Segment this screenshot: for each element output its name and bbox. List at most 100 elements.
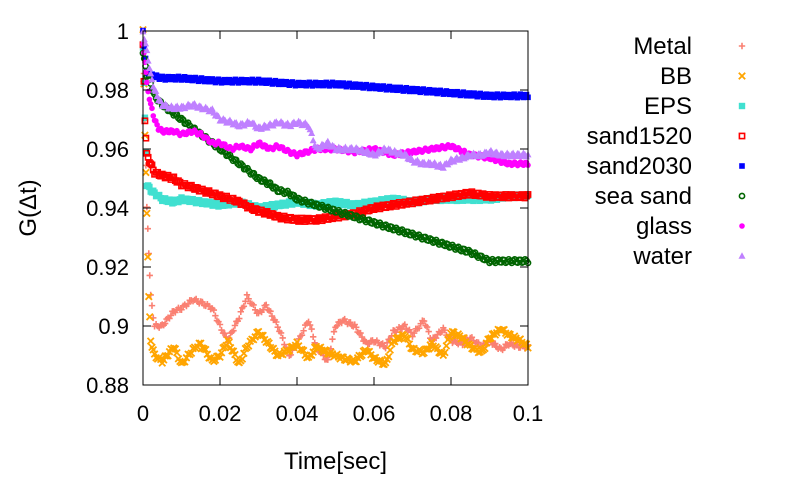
data-point-bb xyxy=(293,338,301,346)
x-tick-label: 0 xyxy=(137,401,149,426)
data-point-water xyxy=(144,57,152,64)
data-point-water xyxy=(142,39,150,47)
legend-marker-glass xyxy=(739,223,745,229)
data-point-water xyxy=(439,164,447,171)
data-point-metal xyxy=(492,340,499,347)
data-point-metal xyxy=(252,306,259,314)
data-point-metal xyxy=(267,308,274,315)
data-point-metal xyxy=(415,324,423,332)
data-point-metal xyxy=(230,327,237,334)
x-tick-label: 0.04 xyxy=(276,401,319,426)
data-point-water xyxy=(152,87,160,94)
data-point-bb xyxy=(384,352,393,361)
data-point-sand1520 xyxy=(523,192,530,200)
legend-marker-eps xyxy=(738,102,746,110)
data-point-metal xyxy=(184,300,192,308)
data-point-bb xyxy=(146,337,155,345)
data-point-metal xyxy=(216,321,224,328)
data-point-metal xyxy=(273,318,280,326)
series-metal xyxy=(139,27,532,363)
data-point-sand1520 xyxy=(147,160,155,168)
data-point-metal xyxy=(500,344,508,352)
data-point-metal xyxy=(146,272,153,279)
data-point-metal xyxy=(231,322,239,329)
x-tick-label: 0.08 xyxy=(430,401,473,426)
data-point-bb xyxy=(164,351,172,360)
data-point-metal xyxy=(277,329,285,337)
data-point-metal xyxy=(178,306,185,313)
x-axis-label: Time[sec] xyxy=(284,448,387,475)
x-tick-label: 0.02 xyxy=(199,401,242,426)
data-point-bb xyxy=(225,338,233,346)
data-point-metal xyxy=(263,301,270,309)
data-point-water xyxy=(153,92,161,100)
data-point-bb xyxy=(145,313,154,321)
data-point-sand2030 xyxy=(142,55,149,62)
legend-label-glass: glass xyxy=(636,213,692,240)
data-point-metal xyxy=(308,325,315,333)
data-point-water xyxy=(140,35,148,43)
data-point-metal xyxy=(441,326,449,334)
legend-label-metal: Metal xyxy=(633,33,692,60)
data-point-glass xyxy=(154,121,160,128)
series-sand2030 xyxy=(140,27,531,101)
data-point-water xyxy=(309,136,317,144)
data-point-metal xyxy=(432,334,440,342)
y-tick-label: 0.9 xyxy=(98,314,129,339)
data-point-bb xyxy=(259,331,267,340)
data-point-metal xyxy=(420,317,428,325)
data-point-metal xyxy=(243,291,251,298)
data-point-metal xyxy=(329,336,336,343)
data-point-metal xyxy=(237,308,244,315)
legend: Metal BB EPS sand1520 sand2030 sea sand glass w… xyxy=(587,33,746,270)
data-point-bb xyxy=(441,348,449,357)
data-point-metal xyxy=(309,333,317,341)
data-point-metal xyxy=(221,330,228,337)
data-point-bb xyxy=(144,292,153,301)
data-point-metal xyxy=(358,333,366,341)
y-tick-label: 0.92 xyxy=(86,255,129,280)
data-point-water xyxy=(145,64,153,71)
data-point-bb xyxy=(231,350,239,359)
data-point-metal xyxy=(250,301,257,309)
series-sand1520 xyxy=(139,41,532,225)
legend-marker-metal xyxy=(738,42,746,50)
data-point-metal xyxy=(410,329,418,337)
data-point-bb xyxy=(481,344,489,353)
data-point-bb xyxy=(143,253,152,261)
axis-ticks: 0 0.02 0.04 0.06 0.08 0.1 0.88 0.9 0.92 0.94 0.96 0… xyxy=(86,19,543,426)
data-point-metal xyxy=(236,315,243,322)
data-point-metal xyxy=(330,328,338,335)
data-point-water xyxy=(143,46,151,54)
data-point-sand1520 xyxy=(142,134,150,142)
data-point-water xyxy=(147,69,155,77)
data-point-metal xyxy=(423,323,431,331)
data-point-bb xyxy=(217,348,226,357)
data-point-metal xyxy=(167,312,175,319)
legend-marker-sand1520 xyxy=(738,132,746,140)
data-point-metal xyxy=(268,312,276,320)
data-point-metal xyxy=(425,328,432,335)
data-point-metal xyxy=(144,225,152,232)
data-point-water xyxy=(308,129,316,136)
data-point-metal xyxy=(333,322,341,330)
data-point-glass xyxy=(150,113,157,119)
data-point-sea-sand xyxy=(250,169,258,177)
data-point-eps xyxy=(146,183,153,191)
data-point-eps xyxy=(140,79,148,86)
data-point-metal xyxy=(324,356,331,363)
data-point-bb xyxy=(386,346,395,354)
legend-label-water: water xyxy=(632,243,692,270)
x-tick-label: 0.1 xyxy=(513,401,544,426)
data-point-metal xyxy=(240,303,248,310)
legend-marker-sand2030 xyxy=(739,163,745,169)
y-tick-label: 0.96 xyxy=(86,137,129,162)
data-point-eps xyxy=(142,149,150,156)
plot-data xyxy=(139,25,532,369)
legend-label-sea-sand: sea sand xyxy=(595,183,692,210)
legend-label-sand1520: sand1520 xyxy=(587,123,692,150)
data-point-glass xyxy=(147,100,154,107)
data-point-metal xyxy=(366,340,373,348)
data-point-bb xyxy=(238,355,247,363)
